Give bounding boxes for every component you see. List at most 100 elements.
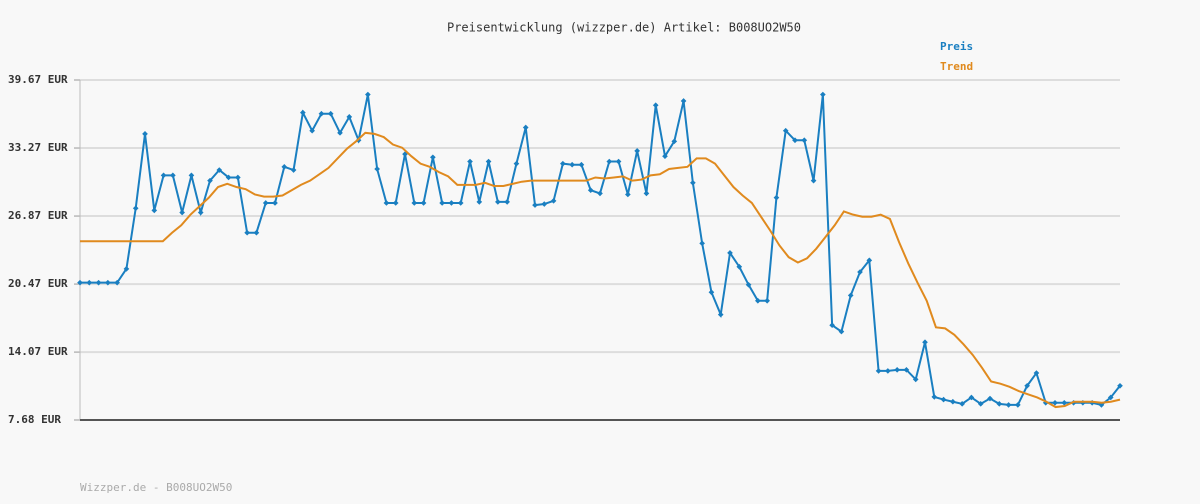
point	[216, 167, 223, 173]
point	[513, 160, 520, 167]
point	[885, 368, 891, 374]
point	[430, 154, 436, 161]
point	[597, 190, 603, 197]
point	[253, 229, 260, 236]
point	[439, 200, 445, 206]
point	[77, 279, 83, 286]
point	[504, 199, 510, 205]
point	[346, 114, 353, 120]
point	[105, 279, 111, 286]
point	[448, 200, 455, 206]
point	[587, 187, 594, 194]
point	[281, 164, 288, 170]
point	[940, 396, 947, 403]
point	[550, 198, 557, 204]
point	[142, 131, 148, 137]
point	[300, 109, 306, 116]
point	[383, 200, 390, 206]
point	[801, 137, 808, 144]
point	[773, 194, 780, 201]
y-tick-label: 7.68 EUR	[8, 413, 61, 426]
point	[977, 401, 984, 407]
point	[615, 158, 622, 165]
point	[847, 292, 854, 299]
series-line	[80, 131, 1121, 409]
point	[959, 401, 965, 407]
point	[857, 269, 863, 275]
y-tick-label: 20.47 EUR	[8, 277, 68, 290]
point	[244, 229, 250, 236]
point	[318, 110, 325, 117]
point	[1005, 402, 1012, 408]
point	[810, 177, 817, 184]
point	[262, 200, 269, 206]
point	[179, 209, 185, 216]
point	[170, 172, 176, 179]
point	[968, 394, 975, 401]
point	[160, 172, 167, 179]
point	[950, 398, 956, 405]
point	[662, 153, 668, 160]
point	[114, 279, 120, 286]
point	[95, 279, 102, 286]
point	[680, 98, 687, 104]
point	[207, 177, 213, 184]
point	[476, 199, 483, 205]
point	[309, 127, 315, 134]
point	[337, 129, 343, 136]
point	[690, 179, 696, 186]
point	[1033, 370, 1040, 376]
point	[86, 279, 93, 286]
point	[931, 394, 938, 400]
point	[495, 199, 501, 205]
point	[560, 160, 566, 167]
point	[532, 202, 538, 208]
point	[457, 200, 464, 206]
point	[792, 137, 798, 144]
point	[606, 158, 613, 165]
legend-label: Trend	[940, 60, 973, 73]
point	[755, 297, 761, 304]
point	[643, 190, 650, 197]
footer: Wizzper.de - B008UO2W50	[80, 481, 232, 494]
point	[467, 158, 473, 165]
point	[699, 240, 705, 247]
point	[829, 322, 835, 329]
point	[894, 367, 900, 373]
point	[912, 376, 919, 383]
point	[188, 172, 195, 179]
point	[764, 297, 770, 304]
point	[123, 266, 130, 272]
point	[820, 91, 826, 98]
point	[625, 191, 631, 198]
point	[1117, 382, 1123, 389]
legend-label: Preis	[940, 40, 973, 53]
point	[1024, 382, 1030, 389]
point	[374, 166, 380, 172]
point	[903, 367, 910, 373]
y-tick-label: 14.07 EUR	[8, 345, 68, 358]
point	[1052, 399, 1058, 406]
point	[235, 174, 241, 181]
point	[578, 161, 585, 168]
point	[1015, 402, 1021, 408]
point	[132, 205, 139, 212]
point	[365, 91, 371, 98]
y-tick-label: 39.67 EUR	[8, 73, 68, 86]
point	[541, 201, 548, 207]
point	[197, 209, 204, 216]
point	[717, 311, 724, 318]
point	[634, 148, 640, 154]
point	[225, 174, 232, 181]
point	[838, 328, 845, 335]
point	[736, 263, 743, 270]
point	[652, 102, 659, 109]
point	[1061, 399, 1068, 406]
point	[1107, 394, 1114, 401]
point	[392, 200, 399, 206]
point	[272, 200, 278, 206]
point	[922, 339, 928, 346]
